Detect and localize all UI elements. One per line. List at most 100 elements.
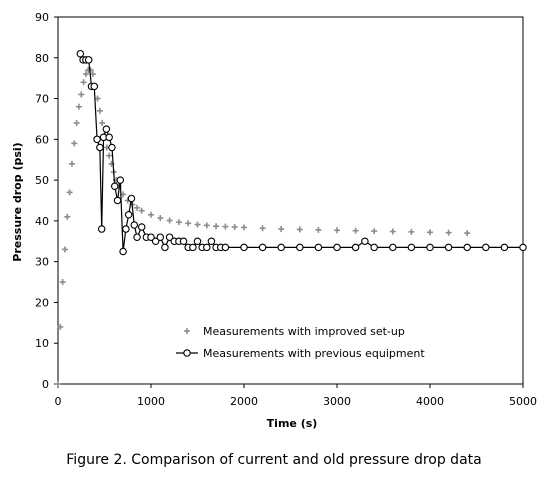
y-tick-label: 30: [35, 256, 49, 269]
data-point-improved: [78, 91, 85, 98]
data-point-previous: [426, 243, 434, 252]
data-point-previous: [147, 233, 155, 241]
data-point-previous: [351, 243, 360, 252]
data-point-improved: [352, 227, 359, 234]
data-point-previous: [122, 225, 130, 233]
x-tick-label: 4000: [416, 395, 444, 408]
plot-frame: [57, 16, 524, 385]
data-point-previous: [258, 243, 267, 252]
data-point-previous: [119, 247, 127, 256]
x-tick-label: 0: [55, 395, 62, 408]
x-axis-title: Time (s): [267, 417, 318, 430]
data-point-previous: [333, 243, 341, 252]
y-tick-label: 20: [35, 296, 49, 309]
line-previous-equipment: [79, 53, 523, 252]
data-point-improved: [315, 226, 322, 233]
data-point-improved: [166, 217, 173, 224]
x-tick-label: 1000: [137, 395, 165, 408]
data-point-improved: [64, 213, 71, 220]
data-point-improved: [408, 228, 415, 235]
data-point-improved: [231, 224, 238, 231]
data-point-previous: [444, 243, 453, 252]
data-point-previous: [76, 49, 85, 58]
y-tick-label: 0: [42, 378, 49, 391]
data-point-improved: [222, 223, 229, 230]
data-point-previous: [407, 243, 416, 252]
data-point-improved: [203, 222, 210, 229]
data-point-improved: [66, 189, 73, 196]
data-point-improved: [278, 226, 285, 233]
data-point-improved: [94, 95, 101, 102]
data-point-improved: [371, 228, 378, 235]
x-tick-label: 3000: [323, 395, 351, 408]
legend-swatch-improved: [184, 328, 190, 334]
data-point-previous: [133, 233, 141, 241]
data-point-previous: [482, 243, 490, 252]
data-point-previous: [203, 243, 211, 252]
legend-swatch-marker-previous: [183, 349, 191, 357]
y-tick-label: 70: [35, 93, 49, 106]
y-axis-title: Pressure drop (psi): [11, 142, 24, 261]
data-point-previous: [127, 194, 136, 203]
data-point-previous: [90, 82, 99, 91]
data-point-improved: [71, 140, 78, 147]
data-point-previous: [463, 243, 471, 252]
data-point-previous: [519, 243, 527, 252]
data-point-improved: [157, 215, 164, 222]
series-previous-equipment: [76, 49, 527, 256]
data-point-improved: [213, 223, 220, 230]
data-point-previous: [110, 182, 119, 190]
data-point-previous: [277, 243, 285, 252]
y-tick-label: 60: [35, 133, 49, 146]
legend: Measurements with improved set-up Measur…: [176, 325, 425, 360]
data-point-improved: [175, 219, 182, 226]
data-point-previous: [370, 243, 378, 252]
data-point-improved: [106, 152, 113, 159]
legend-label-improved: Measurements with improved set-up: [203, 325, 405, 338]
y-tick-label: 80: [35, 52, 49, 65]
data-point-previous: [137, 223, 146, 231]
data-point-improved: [445, 229, 452, 236]
data-point-improved: [389, 228, 396, 235]
data-point-previous: [113, 196, 122, 205]
data-point-improved: [68, 160, 75, 167]
data-point-previous: [151, 237, 160, 246]
data-point-previous: [105, 133, 113, 142]
data-point-improved: [61, 246, 68, 253]
figure-caption: Figure 2. Comparison of current and old …: [66, 452, 482, 468]
data-point-previous: [156, 233, 165, 241]
data-point-improved: [241, 224, 247, 231]
data-point-previous: [124, 211, 133, 219]
y-tick-label: 50: [35, 174, 49, 187]
legend-label-previous: Measurements with previous equipment: [203, 347, 425, 360]
data-point-previous: [116, 176, 125, 184]
data-point-previous: [314, 243, 323, 252]
data-point-improved: [185, 220, 192, 227]
x-tick-label: 5000: [509, 395, 537, 408]
data-point-previous: [389, 243, 397, 252]
data-point-previous: [130, 221, 139, 229]
data-point-improved: [334, 227, 340, 234]
data-point-previous: [221, 243, 230, 252]
data-point-previous: [193, 237, 202, 246]
axes: 0 1000 2000 3000 4000 5000 0 10 20 30 40 50 60 70 80 90: [35, 11, 537, 408]
data-point-improved: [134, 204, 141, 211]
data-point-improved: [99, 120, 106, 127]
data-point-improved: [80, 79, 87, 86]
data-point-improved: [194, 221, 201, 228]
data-point-previous: [102, 125, 111, 133]
data-point-previous: [189, 243, 197, 252]
data-point-improved: [89, 71, 96, 78]
pressure-drop-chart: 0 1000 2000 3000 4000 5000 0 10 20 30 40 50 60 70 80 90…: [11, 11, 537, 430]
data-point-improved: [427, 229, 433, 236]
data-point-previous: [361, 237, 369, 246]
data-point-previous: [296, 243, 304, 252]
series-improved-setup: [55, 67, 471, 387]
data-point-previous: [108, 143, 116, 152]
data-point-improved: [296, 226, 303, 233]
data-point-improved: [148, 211, 154, 218]
data-point-previous: [161, 243, 169, 252]
data-point-improved: [138, 207, 145, 214]
data-point-improved: [75, 103, 82, 110]
